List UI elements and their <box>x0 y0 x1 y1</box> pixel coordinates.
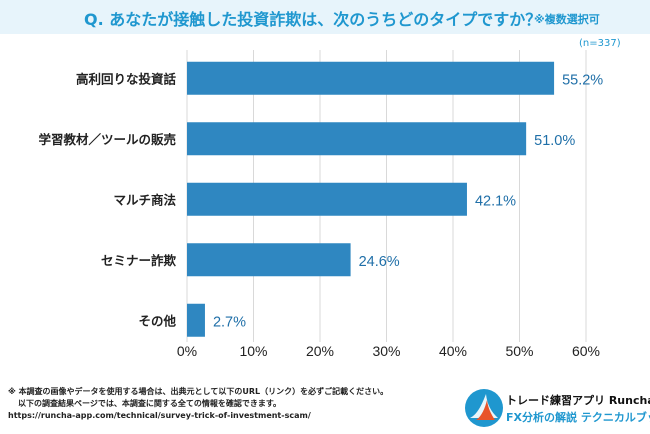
tick-label: 20% <box>306 343 334 359</box>
value-label: 42.1% <box>475 193 516 209</box>
brand-app-name: トレード練習アプリ Runcha <box>506 394 650 407</box>
value-label: 2.7% <box>213 314 246 330</box>
value-label: 51.0% <box>534 133 575 149</box>
value-label: 55.2% <box>562 72 603 88</box>
value-label: 24.6% <box>359 254 400 270</box>
tick-label: 40% <box>439 343 467 359</box>
bar <box>187 182 467 216</box>
bar-chart: 高利回りな投資話 55.2% 学習教材／ツールの販売 51.0% マルチ商法 42.1% セ… <box>38 50 603 359</box>
question-title: Q. あなたが接触した投資詐欺は、次のうちどのタイプですか？ <box>84 10 542 29</box>
category-label: セミナー詐欺 <box>101 253 177 268</box>
footer-line-1: ※ 本調査の画像やデータを使用する場合は、出典元として以下のURL（リンク）を必… <box>8 387 389 396</box>
category-label: 学習教材／ツールの販売 <box>38 132 176 147</box>
bar <box>187 122 527 156</box>
bar <box>187 303 205 337</box>
tick-label: 10% <box>239 343 267 359</box>
footer-url[interactable]: https://runcha-app.com/technical/survey-… <box>8 411 311 420</box>
category-label: 高利回りな投資話 <box>76 71 177 86</box>
category-label: マルチ商法 <box>113 192 176 207</box>
bar <box>187 61 555 95</box>
sample-size: (n=337) <box>579 38 621 49</box>
tick-label: 50% <box>505 343 533 359</box>
runcha-logo-icon <box>465 389 503 427</box>
footer-note: ※ 本調査の画像やデータを使用する場合は、出典元として以下のURL（リンク）を必… <box>8 386 388 422</box>
tick-label: 60% <box>572 343 600 359</box>
brand-block: トレード練習アプリ Runcha FX分析の解説 テクニカルブック <box>464 386 650 432</box>
brand-tagline: FX分析の解説 テクニカルブック <box>506 411 650 424</box>
tick-label: 30% <box>372 343 400 359</box>
multi-select-note: ※複数選択可 <box>534 13 600 26</box>
bar <box>187 243 351 277</box>
tick-label: 0% <box>177 343 197 359</box>
header-band <box>0 0 650 34</box>
footer-line-2: 以下の調査結果ページでは、本調査に関する全ての情報を確認できます。 <box>18 399 282 408</box>
category-label: その他 <box>138 313 176 328</box>
